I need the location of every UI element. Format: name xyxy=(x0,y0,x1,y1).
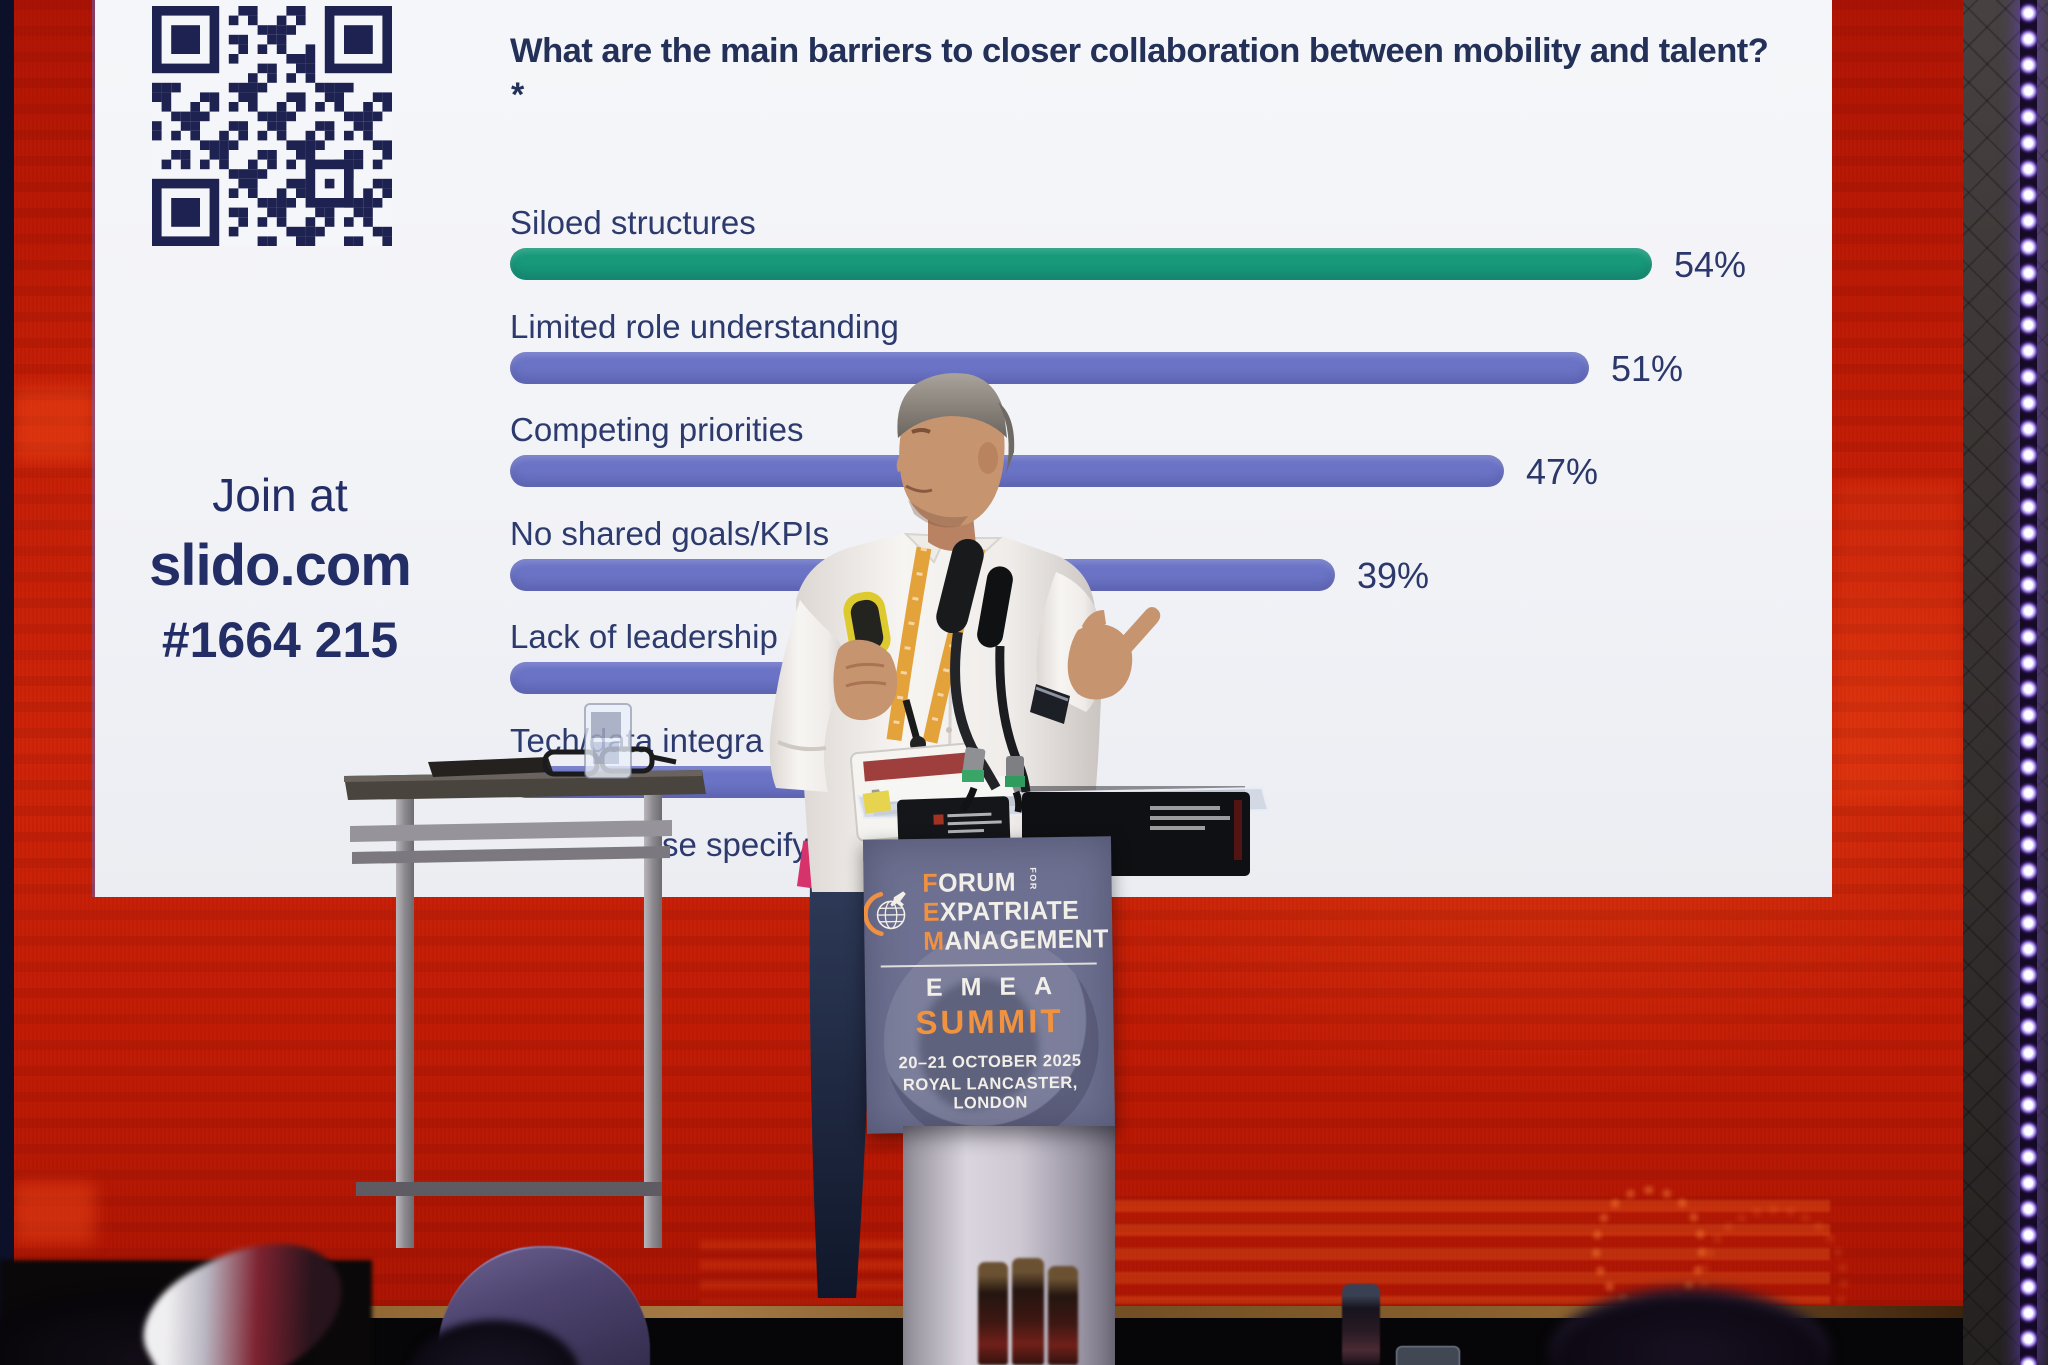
bar-label: Limited role understanding xyxy=(510,307,899,345)
slido-join-block: Join at slido.com #1664 215 xyxy=(100,468,460,669)
sign-date: 20–21 OCTOBER 2025 xyxy=(898,1051,1082,1073)
left-edge-strip xyxy=(0,0,14,1365)
podium-base-pillar xyxy=(903,1126,1115,1365)
slido-join-heading: Join at xyxy=(212,469,348,521)
led-streak xyxy=(13,1182,95,1244)
bar-label: Tech/data integra xyxy=(510,722,764,759)
sign-venue: ROYAL LANCASTER, LONDON xyxy=(902,1073,1078,1113)
qr-modules xyxy=(152,6,392,246)
led-streak xyxy=(13,388,95,460)
fem-letter-e: E xyxy=(922,896,940,927)
water-bottle xyxy=(1012,1258,1044,1365)
bar-value-label: 47% xyxy=(1526,451,1599,493)
slido-domain: slido.com xyxy=(149,533,412,598)
bar-label: Lack of leadership xyxy=(510,618,778,656)
bar-label: No shared goals/KPIs xyxy=(510,514,830,552)
sign-region: EMEA xyxy=(925,971,1071,1002)
bar-value-label: 39% xyxy=(1357,554,1430,596)
bar-value-label: 54% xyxy=(1674,244,1747,285)
bar xyxy=(510,248,1652,280)
bar-label: se specify xyxy=(662,825,809,863)
fem-word-orum: ORUM xyxy=(937,866,1016,898)
fem-letter-m: M xyxy=(922,925,945,956)
fem-letter-f: F xyxy=(922,867,939,898)
fem-word-anagement: ANAGEMENT xyxy=(943,923,1109,956)
bar xyxy=(510,351,1589,384)
led-streak xyxy=(1835,480,1960,800)
fem-podium-sign: FORUM FOR EXPATRIATE MANAGEMENT EMEA SUMM… xyxy=(862,836,1116,1134)
qr-code xyxy=(152,6,392,246)
bar-value-label: 51% xyxy=(1611,347,1684,389)
fem-word-for: FOR xyxy=(1027,867,1038,891)
airplane-icon xyxy=(890,890,906,907)
bar xyxy=(510,662,1039,695)
bar xyxy=(510,455,1504,488)
bar-label: Siloed structures xyxy=(510,204,756,241)
water-bottle xyxy=(978,1262,1008,1365)
water-bottle xyxy=(1342,1284,1380,1365)
sign-event: SUMMIT xyxy=(915,1001,1064,1042)
bar-label: Competing priorities xyxy=(510,411,804,449)
slido-event-code: #1664 215 xyxy=(161,612,399,668)
drinking-glass xyxy=(1396,1346,1460,1365)
led-dot-strip xyxy=(2020,0,2037,1365)
fem-word-xpatriate: XPATRIATE xyxy=(939,894,1080,927)
fem-globe-logo xyxy=(863,890,906,936)
bar xyxy=(510,766,1018,798)
bar xyxy=(510,558,1335,591)
fem-wordmark: FORUM FOR EXPATRIATE MANAGEMENT xyxy=(922,866,1109,956)
poll-question: What are the main barriers to closer col… xyxy=(510,32,1769,70)
water-bottle xyxy=(1048,1266,1078,1365)
poll-question-asterisk: * xyxy=(511,76,525,114)
